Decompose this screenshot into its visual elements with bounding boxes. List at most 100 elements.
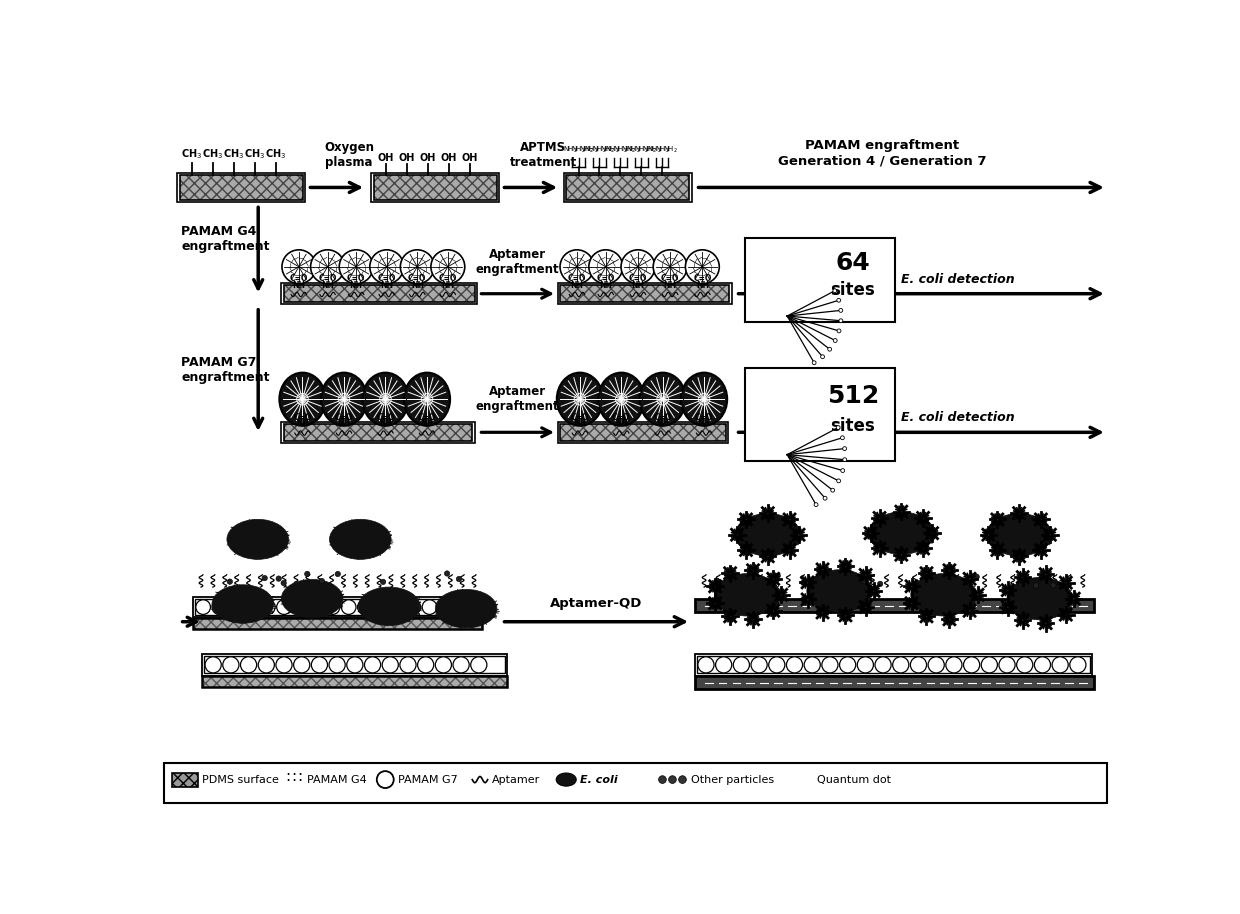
Bar: [694, 600, 1094, 611]
Circle shape: [981, 657, 997, 673]
Circle shape: [837, 479, 841, 483]
Circle shape: [309, 600, 324, 614]
Text: CH$_3$: CH$_3$: [265, 147, 286, 161]
Circle shape: [335, 571, 341, 577]
Circle shape: [994, 547, 999, 553]
Circle shape: [870, 589, 877, 593]
Circle shape: [305, 571, 310, 577]
Text: NH$_2$: NH$_2$: [579, 145, 594, 155]
Circle shape: [769, 657, 785, 673]
Circle shape: [678, 776, 686, 783]
Circle shape: [734, 532, 740, 537]
Bar: [284, 424, 472, 441]
Circle shape: [1034, 657, 1050, 673]
Text: NH$_2$: NH$_2$: [600, 145, 615, 155]
Text: C=O: C=O: [629, 274, 647, 283]
Circle shape: [340, 250, 373, 283]
Text: PAMAM G7
engraftment: PAMAM G7 engraftment: [181, 356, 270, 384]
Circle shape: [281, 250, 316, 283]
Text: :: :: [291, 769, 296, 784]
Circle shape: [841, 469, 844, 473]
Ellipse shape: [714, 574, 780, 616]
Circle shape: [779, 592, 784, 598]
Circle shape: [381, 579, 386, 585]
Bar: [372, 173, 500, 202]
Text: PDMS surface: PDMS surface: [202, 774, 279, 784]
Ellipse shape: [1007, 578, 1073, 620]
Circle shape: [994, 516, 999, 522]
Bar: [694, 676, 1094, 689]
Circle shape: [728, 570, 733, 576]
Text: 512: 512: [827, 384, 879, 409]
Text: Quantum dot: Quantum dot: [817, 774, 892, 784]
Ellipse shape: [868, 512, 934, 555]
Text: NH: NH: [696, 281, 709, 290]
Circle shape: [1063, 580, 1069, 585]
Bar: [195, 600, 480, 615]
Circle shape: [857, 657, 873, 673]
Circle shape: [946, 568, 952, 573]
Text: Aptamer: Aptamer: [492, 774, 541, 784]
Circle shape: [963, 657, 980, 673]
Text: NH: NH: [441, 281, 454, 290]
Ellipse shape: [330, 519, 391, 559]
Text: PAMAM G4: PAMAM G4: [308, 774, 367, 784]
Text: CH$_3$: CH$_3$: [202, 147, 223, 161]
Bar: [373, 175, 497, 200]
Circle shape: [743, 516, 749, 522]
Circle shape: [837, 298, 841, 303]
Text: NH$_2$: NH$_2$: [584, 145, 599, 155]
Circle shape: [341, 600, 356, 614]
Circle shape: [399, 657, 417, 673]
Text: C=O: C=O: [653, 412, 672, 421]
Circle shape: [686, 250, 719, 283]
Text: NH: NH: [379, 420, 392, 429]
Bar: [567, 175, 689, 200]
Circle shape: [668, 776, 676, 783]
Circle shape: [750, 568, 755, 573]
Circle shape: [910, 657, 926, 673]
Text: E. coli detection: E. coli detection: [901, 411, 1014, 424]
Ellipse shape: [640, 373, 686, 426]
Circle shape: [205, 657, 221, 673]
Circle shape: [715, 657, 732, 673]
Text: NH$_2$: NH$_2$: [605, 145, 620, 155]
Circle shape: [930, 530, 935, 536]
Bar: [205, 656, 505, 674]
Circle shape: [837, 329, 841, 333]
Text: NH$_2$: NH$_2$: [655, 145, 670, 155]
Circle shape: [277, 600, 291, 614]
Text: NH: NH: [350, 281, 362, 290]
Text: Oxygen
plasma: Oxygen plasma: [324, 141, 374, 169]
Text: sites: sites: [831, 281, 875, 299]
Circle shape: [258, 657, 274, 673]
Text: CH$_3$: CH$_3$: [244, 147, 265, 161]
Circle shape: [875, 657, 892, 673]
Bar: [697, 656, 1090, 674]
Circle shape: [1017, 554, 1022, 559]
Circle shape: [1033, 583, 1039, 588]
Circle shape: [401, 250, 434, 283]
Circle shape: [822, 657, 838, 673]
Ellipse shape: [807, 569, 872, 612]
Circle shape: [560, 250, 594, 283]
Circle shape: [802, 777, 807, 782]
Circle shape: [277, 657, 293, 673]
Circle shape: [751, 657, 768, 673]
Text: NH: NH: [570, 281, 584, 290]
Circle shape: [967, 608, 972, 613]
Text: C=O: C=O: [408, 274, 427, 283]
Circle shape: [775, 573, 780, 579]
Ellipse shape: [435, 590, 497, 628]
Circle shape: [1048, 532, 1053, 537]
Circle shape: [920, 515, 926, 521]
Circle shape: [365, 657, 381, 673]
Text: C=O: C=O: [376, 412, 394, 421]
Text: NH$_2$: NH$_2$: [626, 145, 641, 155]
Circle shape: [347, 657, 363, 673]
Bar: [373, 175, 497, 200]
Circle shape: [862, 579, 867, 584]
Circle shape: [621, 250, 655, 283]
Text: NH: NH: [321, 281, 334, 290]
Text: C=O: C=O: [570, 412, 589, 421]
